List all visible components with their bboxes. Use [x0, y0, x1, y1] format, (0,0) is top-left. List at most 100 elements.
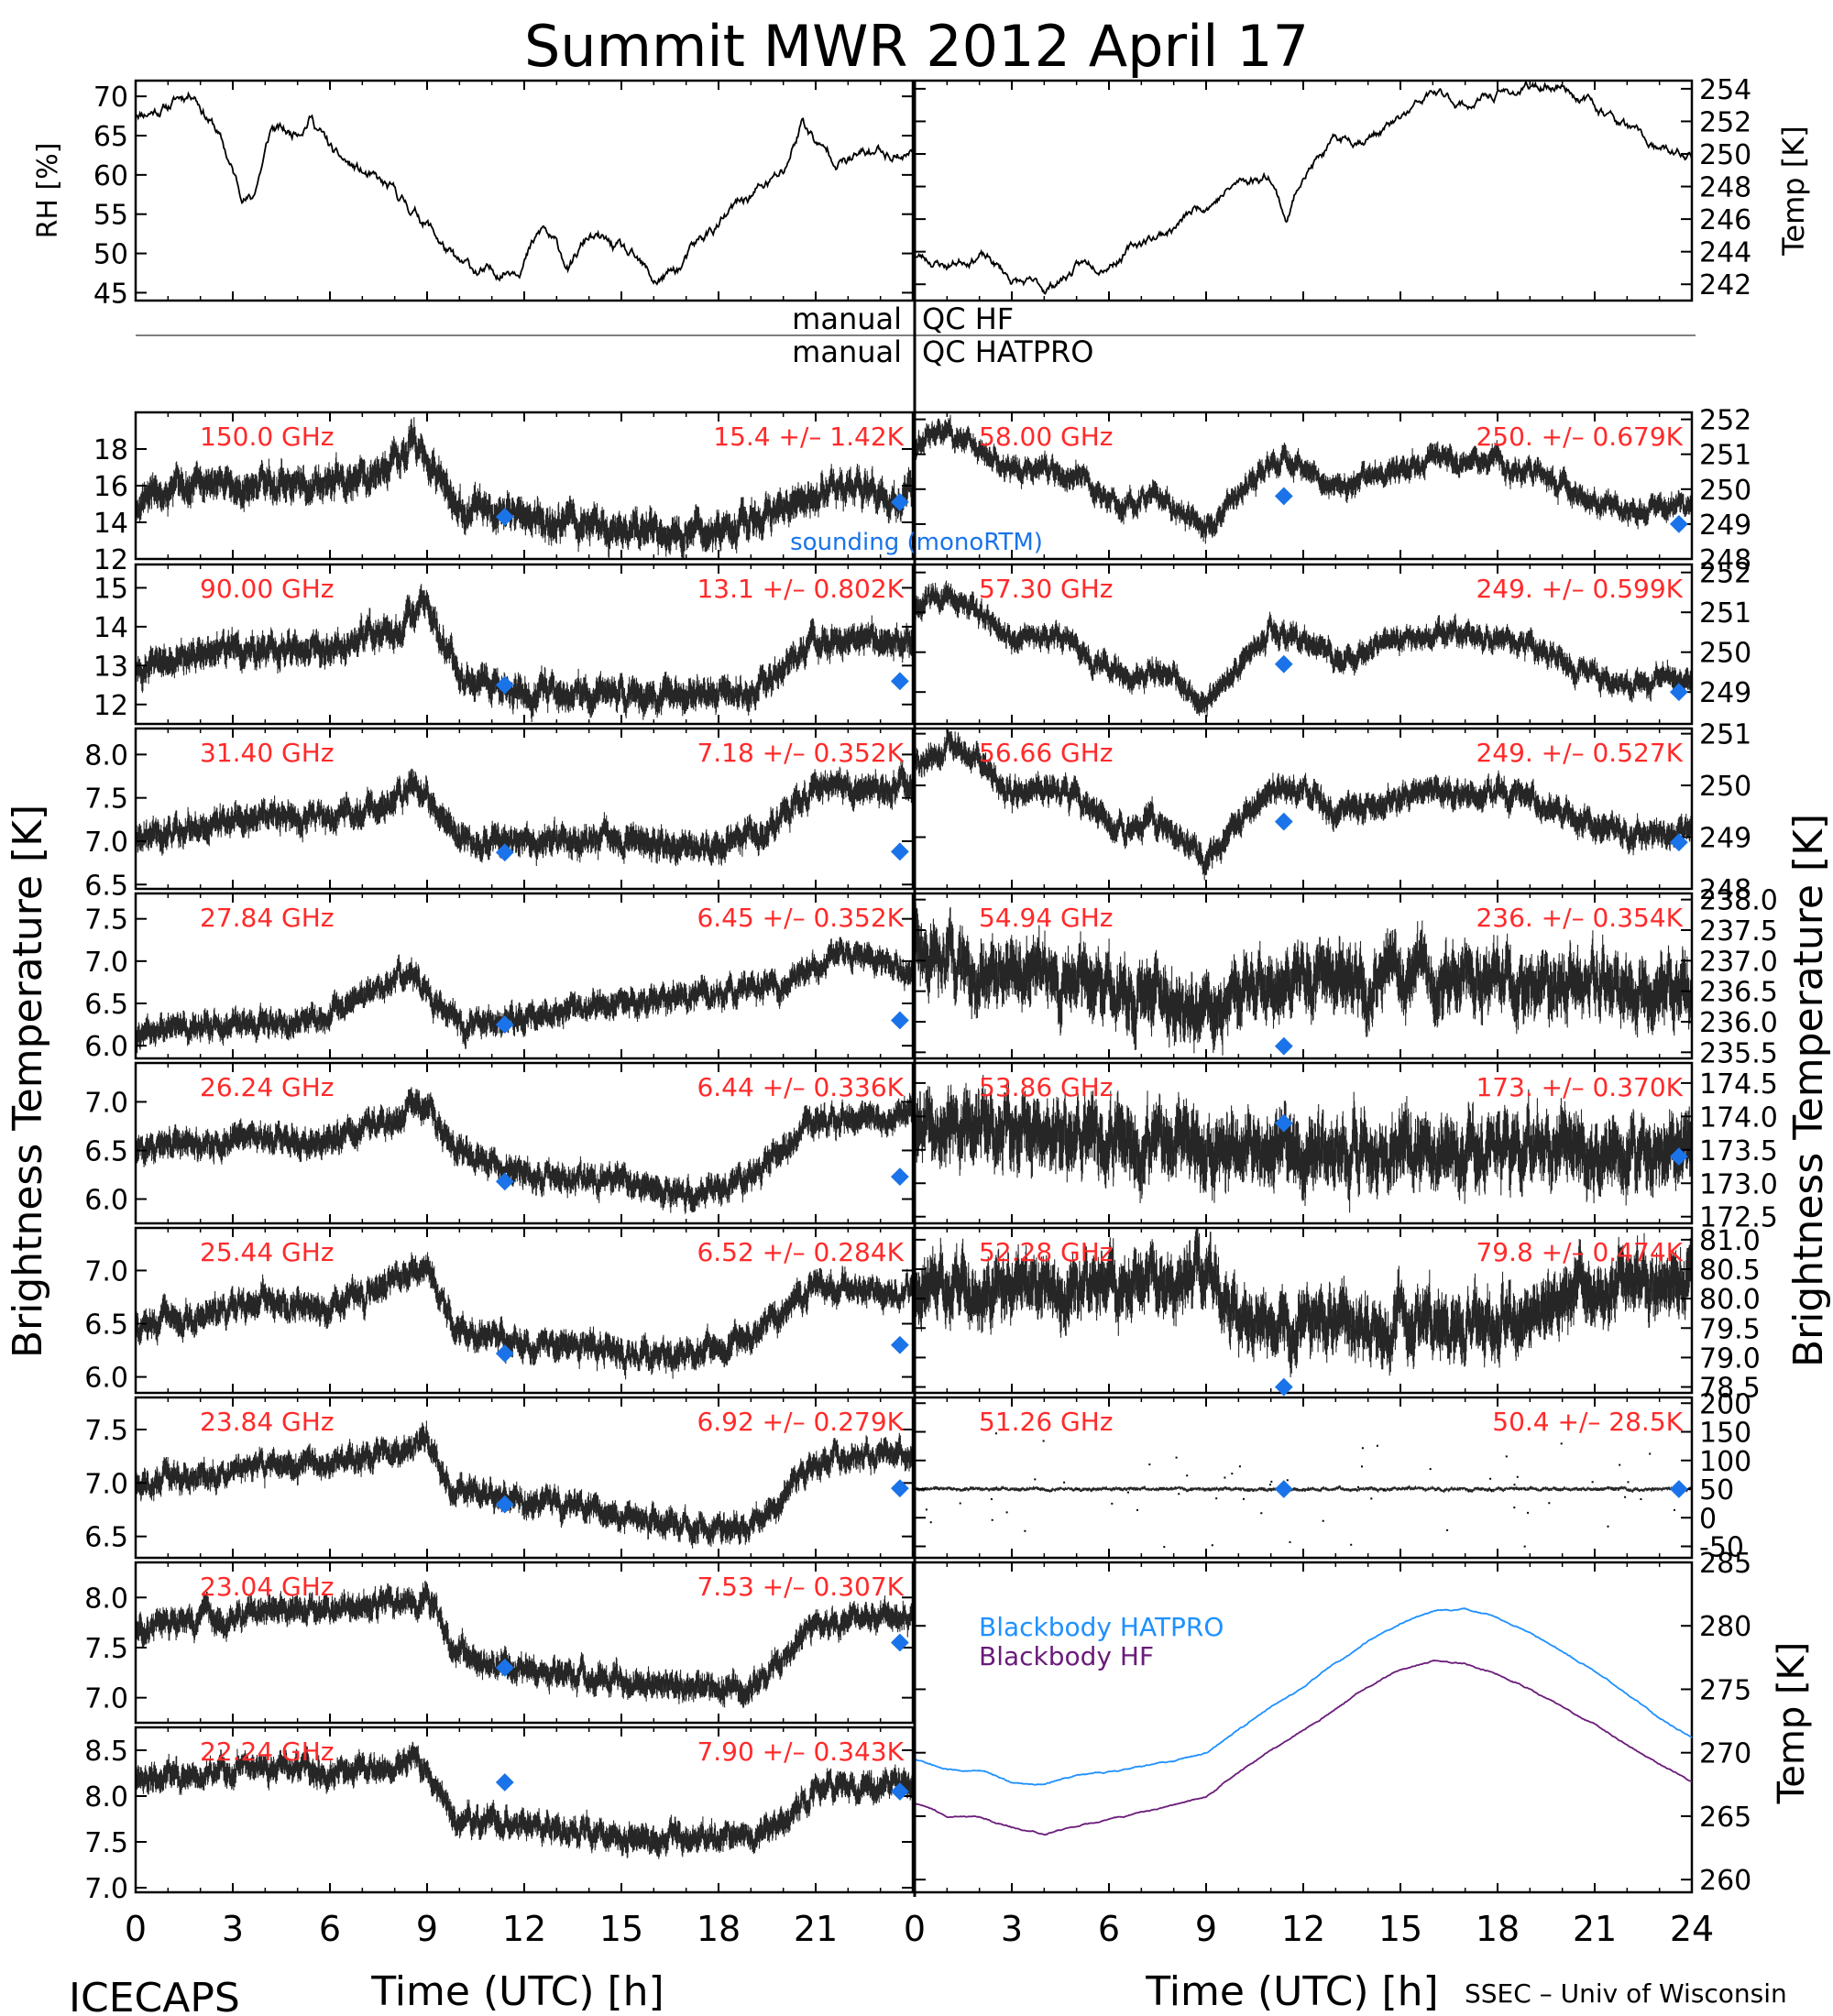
panel-hp_56-sounding-point [1669, 833, 1688, 852]
panel-hp_56-sounding-point [1274, 812, 1293, 831]
panel-hp_58-ytick-label: 250 [1699, 475, 1751, 507]
temp-panel-ytick-label: 242 [1699, 269, 1751, 301]
panel-hf_31-stat-label: 7.18 +/– 0.352K [697, 738, 904, 768]
panel-hf_90-freq-label: 90.00 GHz [200, 574, 335, 604]
panel-blackbody-ytick-label: 280 [1699, 1611, 1751, 1643]
panel-hf_27: 6.0 6.5 7.0 7.5 27.84 GHz 6.45 +/– 0.352K [84, 892, 915, 1063]
rh-line [135, 91, 914, 286]
panel-hf_23_0-sounding-point [495, 1658, 514, 1677]
panel-hp_52-ytick-label: 80.0 [1699, 1284, 1761, 1316]
panel-hf_23_8-ytick-label: 7.0 [84, 1468, 128, 1500]
panel-hp_58-ytick-label: 251 [1699, 440, 1751, 472]
panel-hp_54-ytick-label: 236.5 [1699, 977, 1778, 1009]
panel-hf_23_0-data [135, 1581, 914, 1709]
panel-hf_31-ytick-label: 7.5 [84, 783, 128, 816]
panel-hf_22-data [135, 1741, 914, 1859]
panel-hf_150-sounding-point [495, 508, 514, 526]
panel-hf_23_0-freq-label: 23.04 GHz [200, 1572, 335, 1602]
panel-hp_57-sounding-point [1274, 654, 1293, 674]
panel-hp_58-freq-label: 58.00 GHz [979, 422, 1114, 452]
panel-blackbody-ytick-label: 265 [1699, 1802, 1751, 1834]
panel-hf_27-ytick-label: 6.0 [84, 1031, 128, 1063]
panel-hp_51-ytick-label: 200 [1699, 1388, 1751, 1420]
panel-hf_23_8-sounding-point [495, 1495, 514, 1514]
x-tick-label-right: 24 [1670, 1909, 1714, 1949]
figure-title: Summit MWR 2012 April 17 [524, 13, 1309, 80]
panel-hp_53-ytick-label: 174.5 [1699, 1068, 1778, 1101]
panel-hp_51-ytick-label: 150 [1699, 1418, 1751, 1450]
x-tick-label-left: 9 [416, 1909, 438, 1949]
panel-hp_51-stat-label: 50.4 +/– 28.5K [1492, 1407, 1683, 1437]
footer-right: SSEC – Univ of Wisconsin [1465, 1978, 1787, 2009]
panel-hf_25-ytick-label: 6.5 [84, 1309, 128, 1342]
panel-hp_56: 248 249 250 251 56.66 GHz 249. +/– 0.527K [913, 719, 1751, 906]
blackbody-ylabel: Temp [K] [1771, 1642, 1813, 1805]
panel-hp_53-stat-label: 173. +/– 0.370K [1476, 1072, 1683, 1102]
panel-hf_22-ytick-label: 7.0 [84, 1873, 128, 1905]
panel-hp_54-stat-label: 236. +/– 0.354K [1476, 903, 1683, 933]
panel-hp_56-ytick-label: 250 [1699, 771, 1751, 803]
rh-panel-ytick-label: 50 [93, 239, 128, 271]
panel-hf_23_0-ytick-label: 8.0 [84, 1583, 128, 1615]
x-tick-label-right: 12 [1281, 1909, 1325, 1949]
temp-ylabel: Temp [K] [1776, 126, 1811, 256]
panel-hf_26-data [135, 1087, 914, 1214]
panel-hp_58-ytick-label: 252 [1699, 405, 1751, 437]
x-tick-label-left: 3 [222, 1909, 244, 1949]
panel-hf_23_8-freq-label: 23.84 GHz [200, 1407, 335, 1437]
x-tick-label-right: 9 [1195, 1909, 1217, 1949]
panel-hf_26-sounding-point [890, 1167, 909, 1186]
panel-hp_51-spikes [914, 1432, 1675, 1549]
panel-blackbody-ytick-label: 270 [1699, 1738, 1751, 1770]
panel-hf_22: 7.0 7.5 8.0 8.5 22.24 GHz 7.90 +/– 0.343K [84, 1726, 915, 1905]
panel-hf_31-ytick-label: 8.0 [84, 740, 128, 772]
panel-hf_90-data [135, 584, 914, 722]
panel-hf_150-data [135, 417, 914, 559]
temp-panel-ytick-label: 244 [1699, 237, 1751, 269]
panel-hp_52-freq-label: 52.28 GHz [979, 1237, 1114, 1267]
panel-hf_27-sounding-point [890, 1011, 909, 1030]
panel-hp_53-freq-label: 53.86 GHz [979, 1072, 1114, 1102]
blackbody-series-bb_hf [914, 1660, 1693, 1836]
sounding-legend: sounding (monoRTM) [790, 529, 1043, 556]
panel-blackbody-ytick-label: 260 [1699, 1865, 1751, 1897]
panel-hp_52-ytick-label: 79.5 [1699, 1313, 1761, 1345]
panel-hf_23_0: 7.0 7.5 8.0 23.04 GHz 7.53 +/– 0.307K [84, 1561, 915, 1725]
panel-hf_25-data [135, 1252, 914, 1380]
panel-hp_52-ytick-label: 80.5 [1699, 1255, 1761, 1287]
panel-blackbody-ytick-label: 285 [1699, 1548, 1751, 1580]
panel-hf_27-ytick-label: 6.5 [84, 989, 128, 1021]
qc-hf-word: manual [792, 301, 902, 336]
panel-hf_23_8-data [135, 1420, 914, 1549]
panel-hp_54-freq-label: 54.94 GHz [979, 903, 1114, 933]
panel-hf_90-ytick-label: 12 [93, 690, 128, 722]
temp-panel-ytick-label: 246 [1699, 204, 1751, 236]
x-tick-label-right: 3 [1001, 1909, 1023, 1949]
panel-hp_57-ytick-label: 252 [1699, 558, 1751, 590]
panel-hp_52-ytick-label: 81.0 [1699, 1225, 1761, 1257]
panel-hp_51-sounding-point [1669, 1480, 1688, 1498]
rh-panel-ytick-label: 60 [93, 160, 128, 192]
panel-hf_31-freq-label: 31.40 GHz [200, 738, 335, 768]
temp-panel-ytick-label: 252 [1699, 106, 1751, 138]
panel-hf_25-freq-label: 25.44 GHz [200, 1237, 335, 1267]
panel-hf_150-ytick-label: 16 [93, 471, 128, 503]
panel-hf_27-freq-label: 27.84 GHz [200, 903, 335, 933]
panel-hp_57-sounding-point [1669, 683, 1688, 702]
panel-hf_90-sounding-point [495, 675, 514, 695]
panel-hf_150-ytick-label: 12 [93, 544, 128, 576]
panel-hf_90-ytick-label: 14 [93, 612, 128, 644]
panel-hf_31-ytick-label: 6.5 [84, 870, 128, 902]
panel-hp_56-ytick-label: 251 [1699, 719, 1751, 751]
temp-line [914, 79, 1693, 295]
panel-hf_22-ytick-label: 8.0 [84, 1781, 128, 1813]
panel-hf_23_8: 6.5 7.0 7.5 23.84 GHz 6.92 +/– 0.279K [84, 1396, 915, 1560]
panel-hf_25-ytick-label: 6.0 [84, 1363, 128, 1395]
panel-hp_57-freq-label: 57.30 GHz [979, 574, 1114, 604]
x-tick-label-right: 18 [1476, 1909, 1520, 1949]
x-tick-label-right: 6 [1098, 1909, 1120, 1949]
panel-hf_150-ytick-label: 14 [93, 508, 128, 540]
panel-hp_52: 78.579.079.580.080.581.0 52.28 GHz 79.8 +/… [913, 1225, 1761, 1405]
